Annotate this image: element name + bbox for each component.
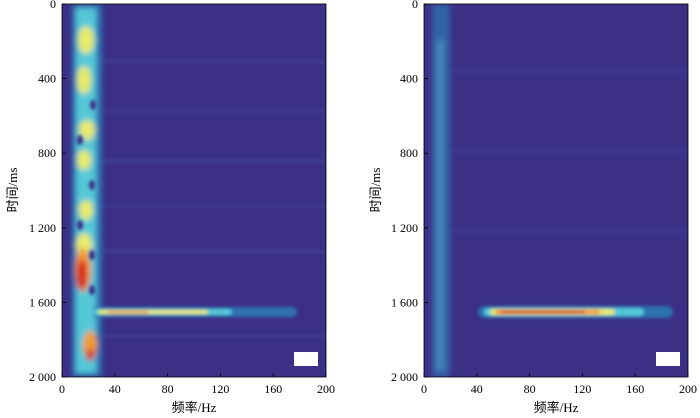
right-x-tick-label: 120 (573, 382, 591, 396)
left-heat-layer (72, 4, 325, 377)
right-x-axis-label: 频率/Hz (534, 400, 579, 415)
right-y-tick-label: 800 (400, 146, 418, 160)
right-x-tick-label: 0 (421, 382, 427, 396)
left-x-tick-label: 40 (109, 382, 121, 396)
left-x-tick-label: 160 (264, 382, 282, 396)
right-x-tick-label: 80 (524, 382, 536, 396)
right-y-tick-label: 400 (400, 72, 418, 86)
right-y-tick-label: 1 200 (391, 221, 418, 235)
left-y-axis-label: 时间/ms (5, 168, 20, 213)
right-plot-frame (423, 3, 689, 378)
right-y-tick-label: 0 (412, 0, 418, 11)
right-plot-background (424, 4, 688, 377)
left-y-tick-label: 1 600 (29, 295, 56, 309)
left-x-tick-label: 200 (317, 382, 335, 396)
left-x-axis-label: 频率/Hz (172, 400, 217, 415)
right-axes: 0 40 80 120 160 200 0 400 800 1 200 1 600 2 000 (391, 0, 697, 396)
left-y-tick-label: 1 200 (29, 221, 56, 235)
left-x-tick-label: 80 (162, 382, 174, 396)
right-legend-box (656, 352, 680, 366)
right-heat-layer (432, 4, 685, 377)
left-plot-frame (61, 3, 327, 378)
left-y-tick-label: 2 000 (29, 370, 56, 384)
left-x-tick-label: 120 (211, 382, 229, 396)
left-x-tick-label: 0 (59, 382, 65, 396)
left-spectrogram-panel: 0 40 80 120 160 200 0 400 800 1 200 1 600 2 000 (29, 0, 335, 396)
right-y-axis-label: 时间/ms (368, 168, 383, 213)
right-x-tick-label: 160 (626, 382, 644, 396)
right-x-tick-label: 200 (679, 382, 697, 396)
left-y-tick-label: 800 (38, 146, 56, 160)
right-y-tick-label: 2 000 (391, 370, 418, 384)
left-y-tick-label: 400 (38, 72, 56, 86)
left-axes: 0 40 80 120 160 200 0 400 800 1 200 1 600 2 000 (29, 0, 335, 396)
left-y-tick-label: 0 (50, 0, 56, 11)
right-y-tick-label: 1 600 (391, 295, 418, 309)
right-x-tick-label: 40 (471, 382, 483, 396)
right-spectrogram-panel: 0 40 80 120 160 200 0 400 800 1 200 1 600 2 000 (391, 0, 697, 396)
left-legend-box (294, 352, 318, 366)
